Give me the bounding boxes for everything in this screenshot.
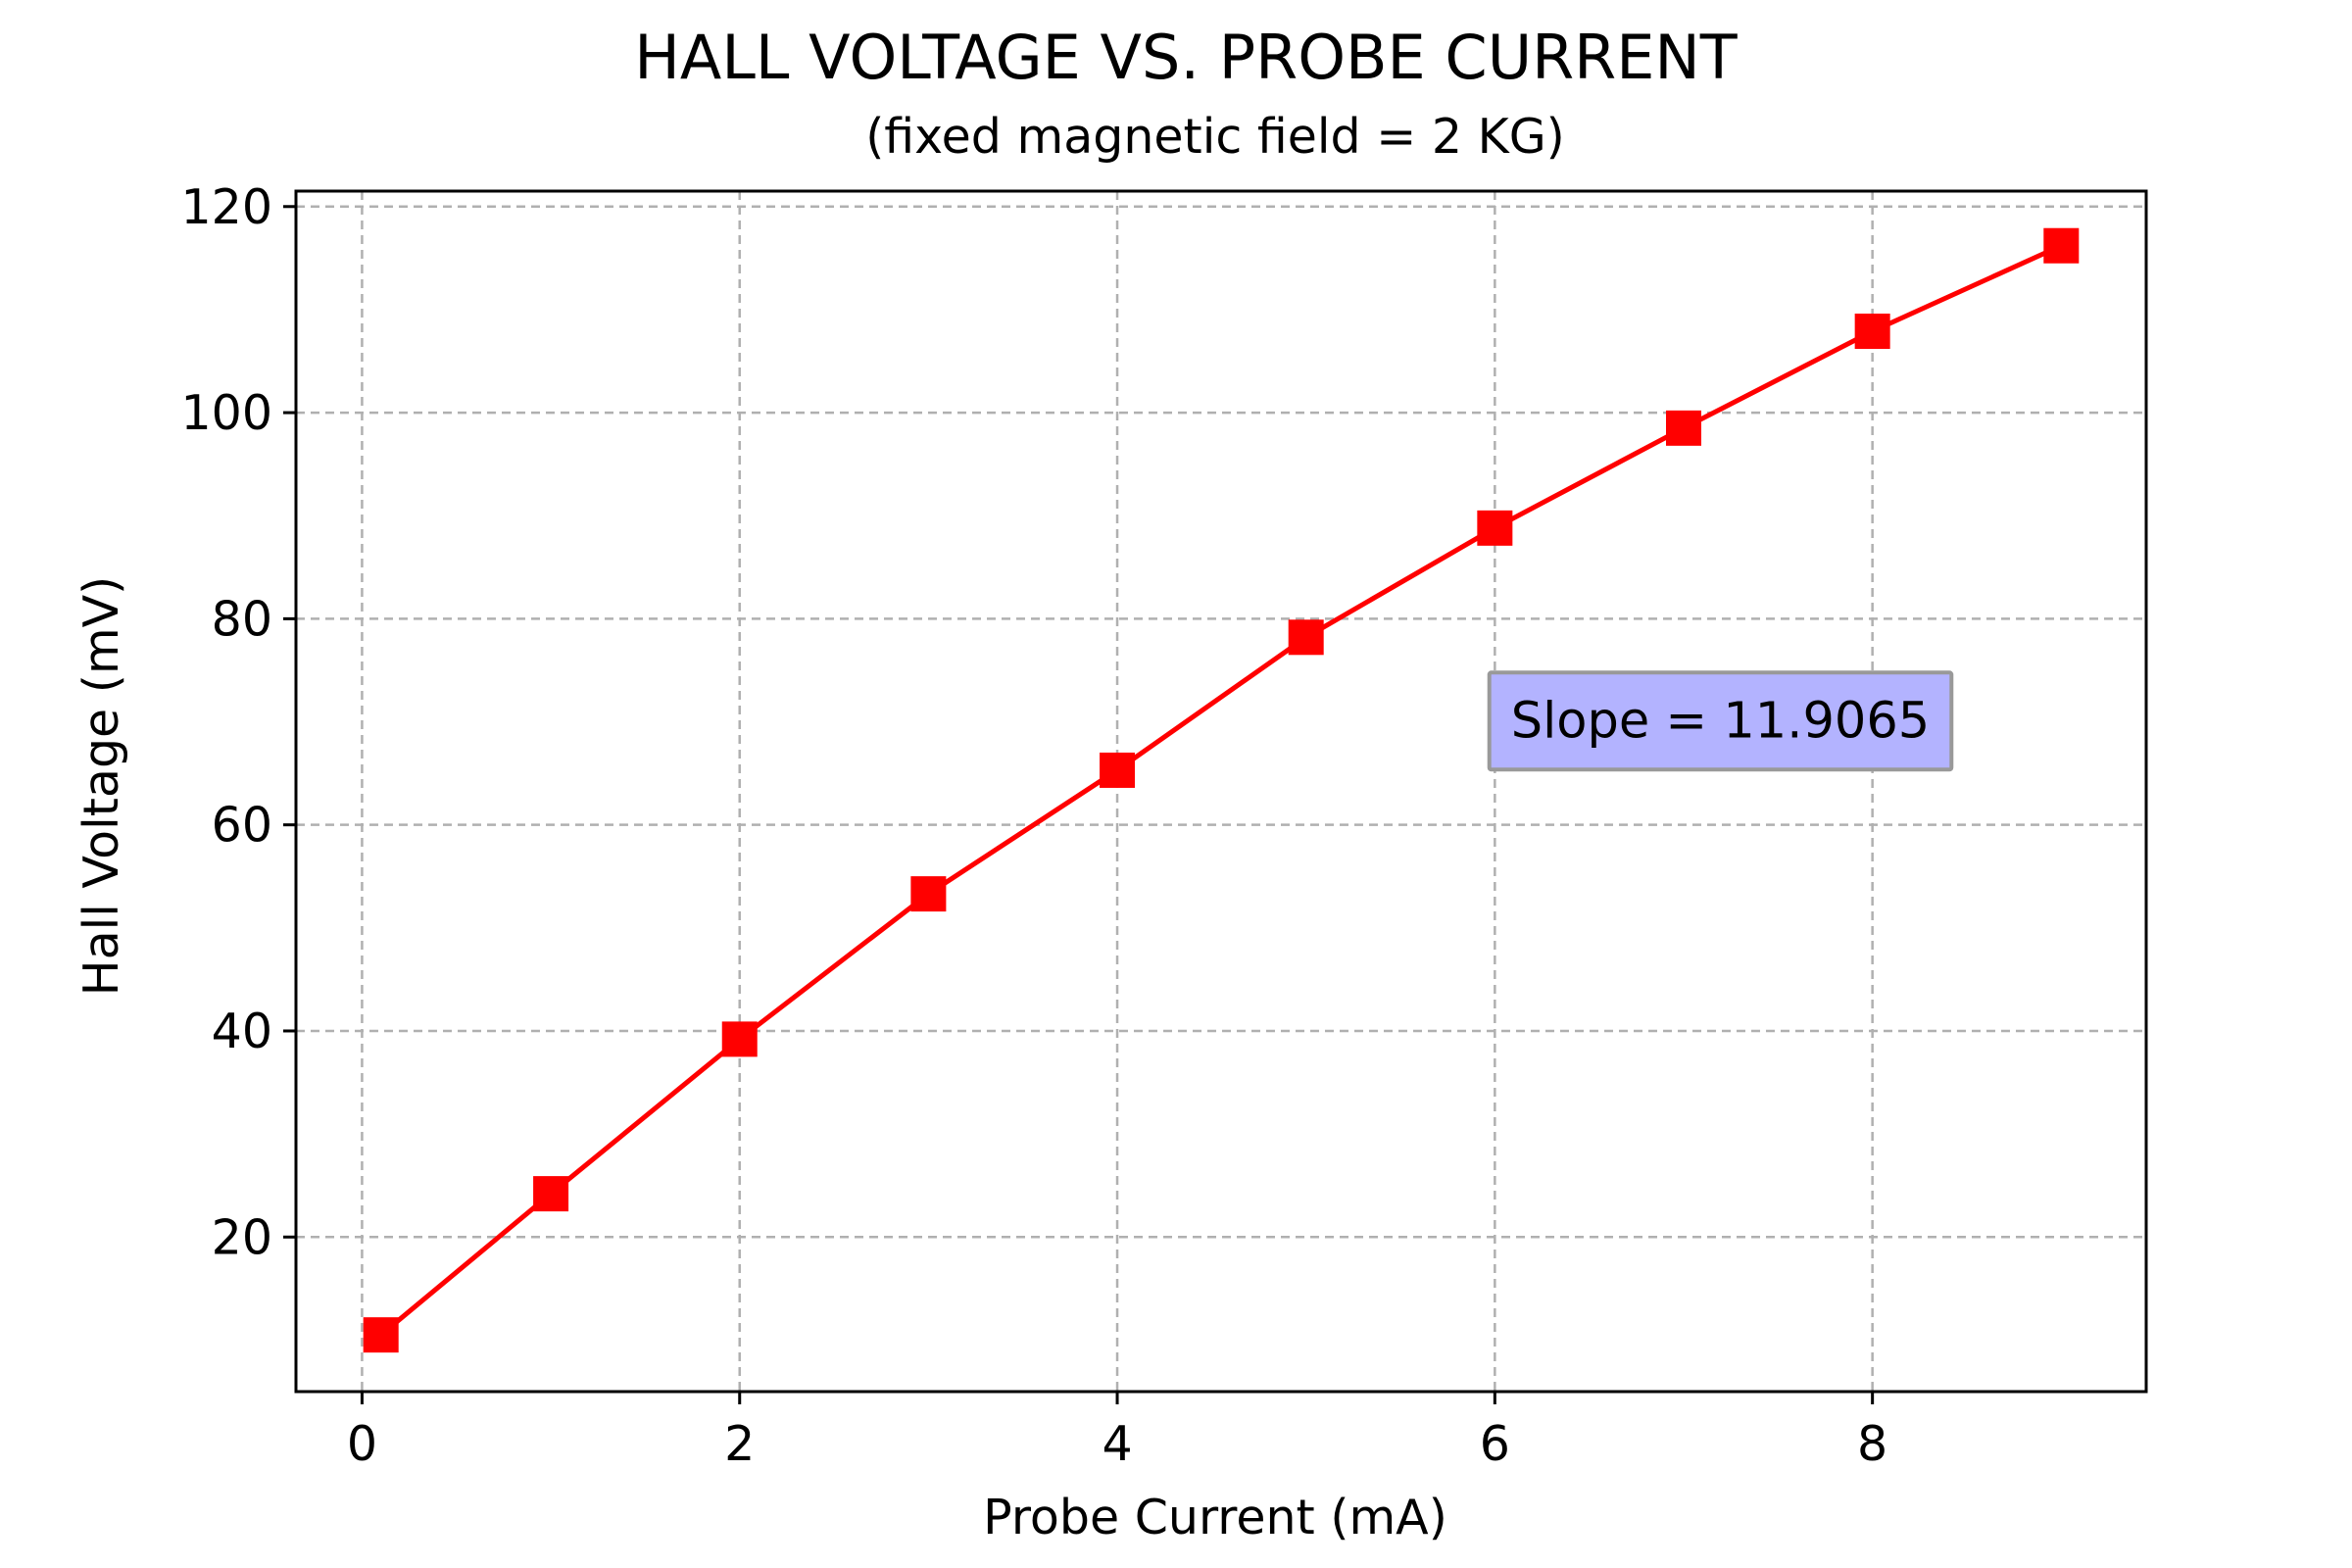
annotation: Slope = 11.9065 <box>1487 670 1954 772</box>
data-point-marker <box>533 1176 569 1212</box>
y-tick-label: 120 <box>180 179 272 235</box>
data-point-marker <box>2043 227 2080 264</box>
slope-annotation-box <box>1487 670 1954 772</box>
y-tick-label: 40 <box>212 1004 272 1059</box>
grid <box>296 191 2146 1392</box>
y-tick-label: 60 <box>212 798 272 854</box>
series-layer <box>363 227 2080 1353</box>
plot-frame <box>294 189 2148 1394</box>
slope-annotation-text: Slope = 11.9065 <box>1511 692 1931 750</box>
data-point-marker <box>363 1317 399 1353</box>
data-point-marker <box>1288 619 1324 656</box>
data-point-marker <box>721 1021 758 1057</box>
ticks: 0 2 4 6 8 20 40 60 80 100 120 <box>180 179 1887 1472</box>
data-point-marker <box>1100 752 1136 788</box>
chart-subtitle: (fixed magnetic field = 2 KG) <box>865 109 1565 165</box>
x-tick-label: 4 <box>1102 1416 1132 1472</box>
chart-title: HALL VOLTAGE VS. PROBE CURRENT <box>634 22 1739 93</box>
x-tick-label: 8 <box>1857 1416 1887 1472</box>
data-point-marker <box>1854 314 1890 350</box>
y-tick-label: 100 <box>180 385 272 441</box>
y-tick-label: 20 <box>212 1209 272 1265</box>
x-tick-label: 6 <box>1480 1416 1510 1472</box>
x-tick-label: 2 <box>724 1416 755 1472</box>
data-point-marker <box>1666 410 1701 446</box>
x-axis-label: Probe Current (mA) <box>983 1490 1447 1545</box>
y-axis-label: Hall Voltage (mV) <box>74 576 129 997</box>
series-line <box>379 243 2063 1338</box>
y-tick-label: 80 <box>212 591 272 647</box>
x-tick-label: 0 <box>347 1416 377 1472</box>
data-point-marker <box>910 876 947 912</box>
data-point-marker <box>1477 510 1513 546</box>
